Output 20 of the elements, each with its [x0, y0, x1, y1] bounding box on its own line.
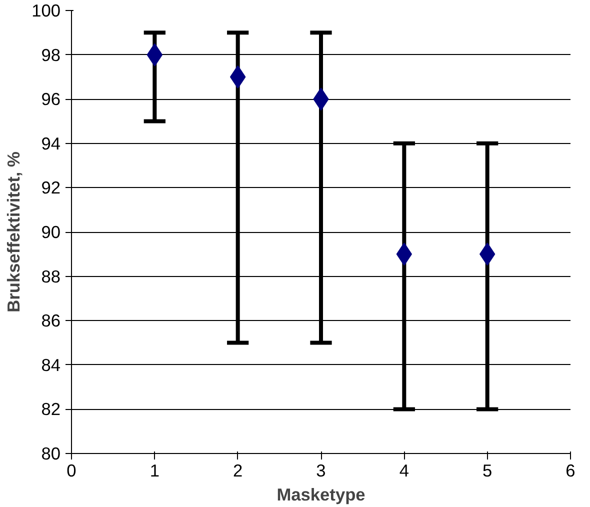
x-tick-label: 0 [66, 460, 76, 480]
y-tick-label: 90 [41, 222, 61, 242]
y-tick-label: 82 [41, 399, 61, 420]
x-tick-label: 5 [482, 460, 492, 480]
y-tick-label: 92 [41, 178, 61, 198]
y-tick-label: 84 [41, 354, 61, 375]
y-tick-label: 98 [41, 44, 61, 65]
y-tick-label: 88 [41, 266, 61, 286]
x-tick-label: 4 [399, 460, 410, 480]
y-tick-label: 96 [41, 89, 61, 110]
x-tick-label: 2 [233, 460, 243, 480]
y-tick-label: 100 [32, 0, 61, 20]
y-axis-title: Brukseffektivitet, % [4, 152, 24, 312]
x-tick-label: 1 [150, 460, 160, 480]
y-tick-label: 80 [41, 444, 61, 464]
x-tick-label: 3 [316, 460, 326, 480]
x-axis-title: Masketype [276, 484, 366, 504]
x-tick-label: 6 [566, 460, 576, 480]
y-tick-label: 86 [41, 310, 61, 331]
y-tick-label: 94 [41, 133, 61, 154]
